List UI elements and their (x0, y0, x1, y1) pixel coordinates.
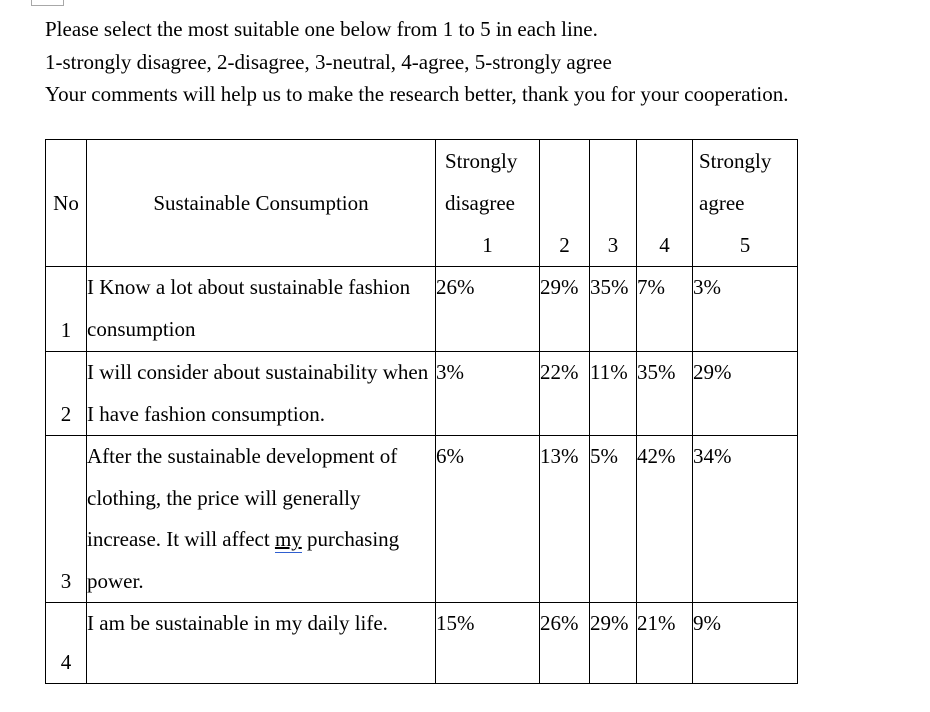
row-number-cell: 1 (45, 266, 87, 352)
value-cell-2: 29% (539, 266, 590, 352)
statement-text: I Know a lot about sustainable fashion c… (87, 275, 411, 341)
cropped-ui-fragment (31, 0, 64, 6)
row-number-cell: 4 (45, 602, 87, 684)
header-scale-4: 4 (636, 139, 693, 267)
value-cell-4: 35% (636, 351, 693, 436)
value-cell-2: 13% (539, 435, 590, 603)
value-cell-4: 7% (636, 266, 693, 352)
value-cell-5: 29% (692, 351, 798, 436)
header-label-line: Strongly (699, 149, 772, 173)
value-cell-2: 22% (539, 351, 590, 436)
row-number-cell: 2 (45, 351, 87, 436)
header-scale-number: 1 (482, 233, 493, 257)
header-label-line: disagree (445, 191, 515, 215)
table-row: 2 I will consider about sustainability w… (45, 351, 798, 436)
header-scale-number: 2 (559, 233, 570, 257)
header-strongly-disagree: Strongly disagree 1 (435, 139, 540, 267)
value-cell-3: 11% (589, 351, 637, 436)
header-no: No (45, 139, 87, 267)
value-cell-5: 9% (692, 602, 798, 684)
intro-paragraph: Please select the most suitable one belo… (45, 13, 789, 111)
value-cell-5: 34% (692, 435, 798, 603)
statement-text: After the sustainable development of clo… (87, 444, 398, 551)
header-label-line: agree (699, 191, 745, 215)
survey-table: No Sustainable Consumption Strongly disa… (45, 139, 798, 684)
header-scale-2: 2 (539, 139, 590, 267)
statement-cell: After the sustainable development of clo… (86, 435, 436, 603)
value-cell-3: 29% (589, 602, 637, 684)
statement-cell: I will consider about sustainability whe… (86, 351, 436, 436)
value-cell-5: 3% (692, 266, 798, 352)
table-row: 1 I Know a lot about sustainable fashion… (45, 266, 798, 352)
value-cell-1: 6% (435, 435, 540, 603)
statement-text: I will consider about sustainability whe… (87, 360, 429, 426)
header-label-line: Strongly (445, 149, 518, 173)
header-scale-number: 5 (739, 233, 751, 257)
statement-cell: I am be sustainable in my daily life. (86, 602, 436, 684)
row-number-cell: 3 (45, 435, 87, 603)
header-row: No Sustainable Consumption Strongly disa… (45, 139, 798, 267)
header-scale-number: 4 (659, 233, 670, 257)
value-cell-3: 5% (589, 435, 637, 603)
statement-cell: I Know a lot about sustainable fashion c… (86, 266, 436, 352)
intro-line-2: 1-strongly disagree, 2-disagree, 3-neutr… (45, 49, 612, 74)
value-cell-1: 15% (435, 602, 540, 684)
value-cell-3: 35% (589, 266, 637, 352)
value-cell-4: 42% (636, 435, 693, 603)
table-row: 3 After the sustainable development of c… (45, 435, 798, 603)
intro-line-3: Your comments will help us to make the r… (45, 82, 789, 106)
header-topic: Sustainable Consumption (86, 139, 436, 267)
header-scale-number: 3 (607, 233, 619, 257)
table-row: 4 I am be sustainable in my daily life. … (45, 602, 798, 684)
statement-text: purchasing power. (87, 527, 400, 593)
header-strongly-agree: Strongly agree 5 (692, 139, 798, 267)
header-scale-3: 3 (589, 139, 637, 267)
intro-line-1: Please select the most suitable one belo… (45, 17, 598, 41)
underlined-text: my (274, 527, 302, 553)
value-cell-1: 26% (435, 266, 540, 352)
value-cell-4: 21% (636, 602, 693, 684)
value-cell-1: 3% (435, 351, 540, 436)
statement-text: I am be sustainable in my daily life. (87, 611, 388, 635)
value-cell-2: 26% (539, 602, 590, 684)
